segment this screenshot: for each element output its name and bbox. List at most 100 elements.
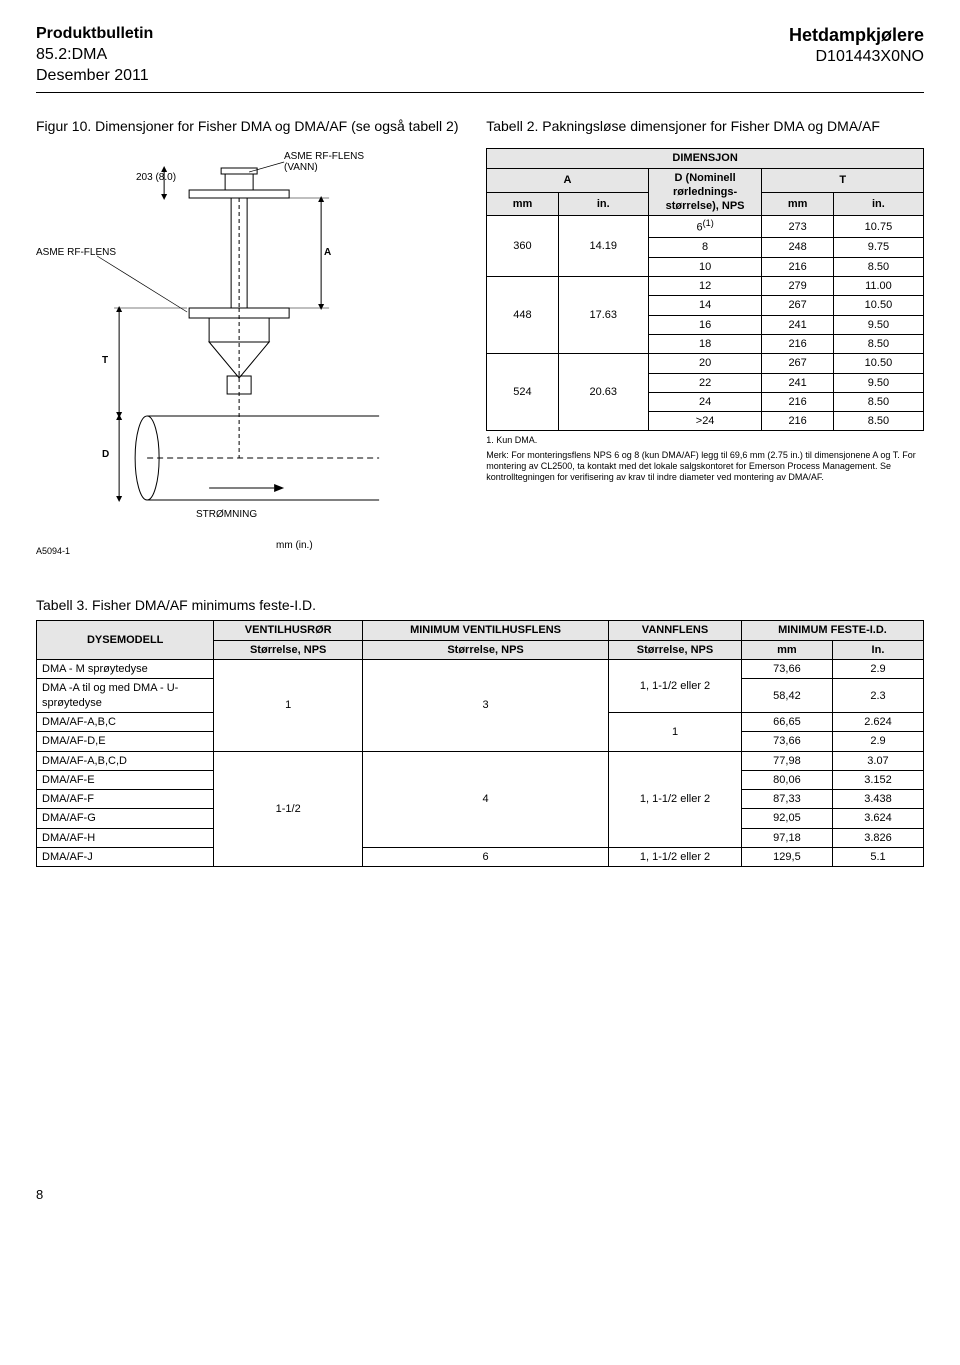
cell-T-mm: 248 <box>762 238 833 257</box>
th-A: A <box>487 168 649 192</box>
page-number: 8 <box>36 1187 924 1204</box>
cell-in: 2.624 <box>832 712 923 731</box>
th-dimensjon: DIMENSJON <box>487 149 924 168</box>
cell-mm: 58,42 <box>741 679 832 713</box>
diagram-svg <box>36 148 462 568</box>
cell-T-in: 11.00 <box>833 277 923 296</box>
product-title: Hetdampkjølere <box>789 24 924 47</box>
tabell2-note2: Merk: For monteringsflens NPS 6 og 8 (ku… <box>486 450 924 482</box>
cell-A-in: 20.63 <box>558 354 648 431</box>
table-row: 52420.632026710.50 <box>487 354 924 373</box>
cell-T-in: 8.50 <box>833 392 923 411</box>
cell-D: 12 <box>648 277 762 296</box>
tabell2-title: Tabell 2. Pakningsløse dimensjoner for F… <box>486 117 924 136</box>
cell-in: 2.9 <box>832 660 923 679</box>
th-T: T <box>762 168 924 192</box>
cell-mm: 66,65 <box>741 712 832 731</box>
cell-in: 2.9 <box>832 732 923 751</box>
dim-A-label: A <box>324 246 331 259</box>
cell-model: DMA/AF-E <box>37 770 214 789</box>
cell-vannflens: 1, 1-1/2 eller 2 <box>609 751 742 847</box>
cell-D: 10 <box>648 257 762 276</box>
cell-D: 18 <box>648 334 762 353</box>
cell-A-mm: 524 <box>487 354 558 431</box>
cell-T-mm: 241 <box>762 373 833 392</box>
cell-T-mm: 216 <box>762 257 833 276</box>
cell-T-mm: 279 <box>762 277 833 296</box>
cell-vannflens: 1, 1-1/2 eller 2 <box>609 660 742 713</box>
cell-mm: 129,5 <box>741 848 832 867</box>
cell-in: 3.826 <box>832 828 923 847</box>
cell-in: 3.07 <box>832 751 923 770</box>
cell-model: DMA/AF-A,B,C <box>37 712 214 731</box>
cell-mm: 97,18 <box>741 828 832 847</box>
tabell3-table: DYSEMODELL VENTILHUSRØR MINIMUM VENTILHU… <box>36 620 924 867</box>
dim-203-label: 203 (8.0) <box>136 172 176 183</box>
cell-in: 3.624 <box>832 809 923 828</box>
cell-ventilhusror: 1 <box>214 660 363 751</box>
cell-mm: 80,06 <box>741 770 832 789</box>
cell-ventilhusflens: 4 <box>362 751 608 847</box>
th-dysemodell: DYSEMODELL <box>37 621 214 660</box>
table-row: DMA/AF-J61, 1-1/2 eller 2129,55.1 <box>37 848 924 867</box>
cell-vannflens: 1, 1-1/2 eller 2 <box>609 848 742 867</box>
dim-T-label: T <box>102 354 108 367</box>
cell-in: 2.3 <box>832 679 923 713</box>
cell-model: DMA/AF-J <box>37 848 214 867</box>
th-D: D (Nominell rørlednings-størrelse), NPS <box>648 168 762 216</box>
cell-mm: 73,66 <box>741 732 832 751</box>
cell-D: 16 <box>648 315 762 334</box>
cell-T-mm: 216 <box>762 334 833 353</box>
cell-D: 24 <box>648 392 762 411</box>
figure10-diagram: 203 (8.0) ASME RF-FLENS (VANN) ASME RF-F… <box>36 148 462 568</box>
th-mm: mm <box>741 640 832 659</box>
th-vr-nps: Størrelse, NPS <box>214 640 363 659</box>
asme-left-label: ASME RF-FLENS <box>36 246 116 259</box>
cell-T-mm: 241 <box>762 315 833 334</box>
cell-T-mm: 267 <box>762 296 833 315</box>
cell-T-in: 9.50 <box>833 373 923 392</box>
tabell2-table: DIMENSJON A D (Nominell rørlednings-stør… <box>486 148 924 431</box>
cell-T-mm: 267 <box>762 354 833 373</box>
cell-in: 5.1 <box>832 848 923 867</box>
bulletin-label: Produktbulletin <box>36 24 153 45</box>
cell-T-in: 10.50 <box>833 354 923 373</box>
cell-model: DMA - M sprøytedyse <box>37 660 214 679</box>
cell-T-in: 8.50 <box>833 412 923 431</box>
cell-T-in: 9.75 <box>833 238 923 257</box>
th-ventilhusror: VENTILHUSRØR <box>214 621 363 640</box>
cell-model: DMA -A til og med DMA - U-sprøytedyse <box>37 679 214 713</box>
cell-model: DMA/AF-H <box>37 828 214 847</box>
page-header: Produktbulletin 85.2:DMA Desember 2011 H… <box>36 24 924 93</box>
cell-D: 20 <box>648 354 762 373</box>
cell-in: 3.152 <box>832 770 923 789</box>
cell-mm: 87,33 <box>741 790 832 809</box>
table-row: 44817.631227911.00 <box>487 277 924 296</box>
th-T-in: in. <box>833 192 923 216</box>
cell-T-in: 10.50 <box>833 296 923 315</box>
cell-model: DMA/AF-F <box>37 790 214 809</box>
cell-D: 22 <box>648 373 762 392</box>
cell-in: 3.438 <box>832 790 923 809</box>
tabell3-head: DYSEMODELL VENTILHUSRØR MINIMUM VENTILHU… <box>37 621 924 660</box>
tabell3-body: DMA - M sprøytedyse131, 1-1/2 eller 273,… <box>37 660 924 867</box>
th-vannflens: VANNFLENS <box>609 621 742 640</box>
cell-T-in: 10.75 <box>833 216 923 238</box>
asme-top-label: ASME RF-FLENS (VANN) <box>284 151 374 173</box>
bulletin-code: 85.2:DMA <box>36 45 153 66</box>
cell-T-in: 9.50 <box>833 315 923 334</box>
th-vf-nps: Størrelse, NPS <box>362 640 608 659</box>
cell-T-mm: 216 <box>762 392 833 411</box>
cell-D: 8 <box>648 238 762 257</box>
product-code: D101443X0NO <box>789 47 924 68</box>
header-right: Hetdampkjølere D101443X0NO <box>789 24 924 68</box>
th-min-feste-id: MINIMUM FESTE-I.D. <box>741 621 923 640</box>
header-left: Produktbulletin 85.2:DMA Desember 2011 <box>36 24 153 86</box>
flow-label: STRØMNING <box>196 508 257 521</box>
cell-vannflens: 1 <box>609 712 742 751</box>
cell-A-mm: 448 <box>487 277 558 354</box>
th-in: In. <box>832 640 923 659</box>
cell-A-mm: 360 <box>487 216 558 277</box>
tabell2-column: Tabell 2. Pakningsløse dimensjoner for F… <box>486 117 924 568</box>
cell-A-in: 14.19 <box>558 216 648 277</box>
